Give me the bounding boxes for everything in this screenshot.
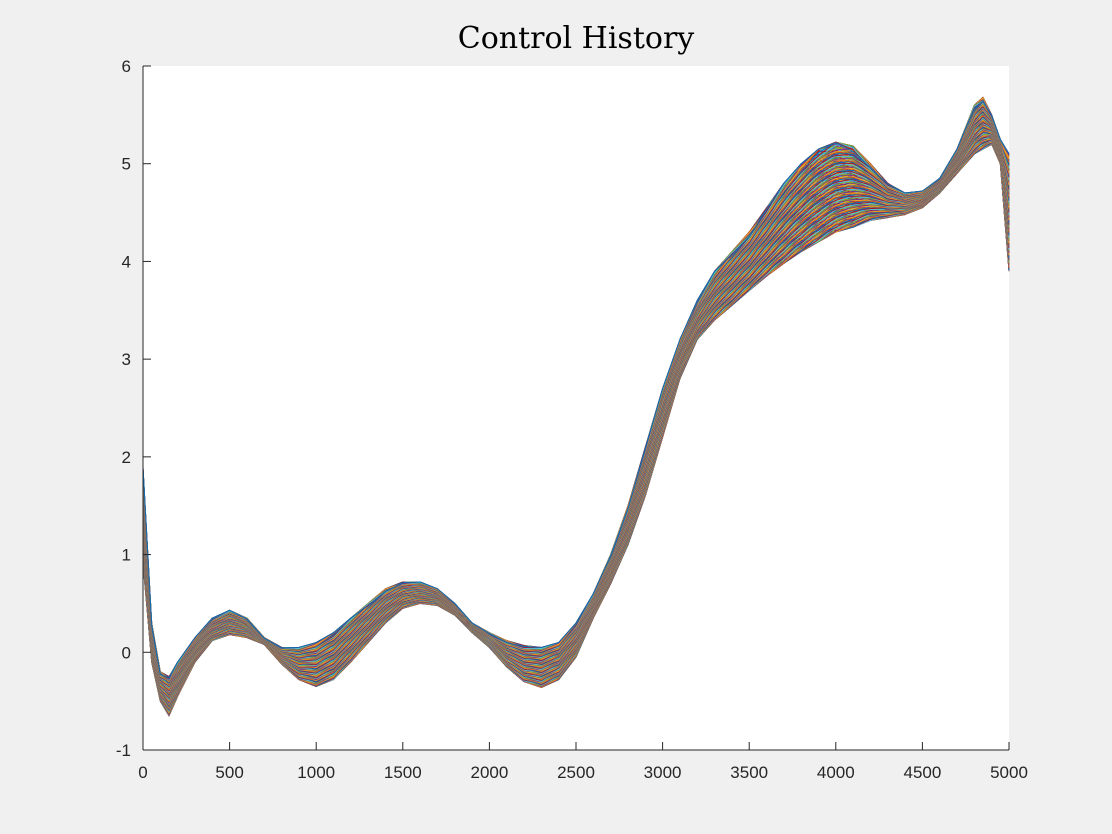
- x-tick-label: 3500: [730, 763, 768, 782]
- x-tick-label: 2000: [470, 763, 508, 782]
- y-tick-label: -1: [116, 741, 131, 760]
- x-tick-label: 1000: [297, 763, 335, 782]
- x-tick-label: 4500: [903, 763, 941, 782]
- x-tick-label: 1500: [384, 763, 422, 782]
- y-tick-label: 3: [122, 350, 131, 369]
- y-tick-label: 6: [122, 57, 131, 76]
- x-tick-label: 5000: [990, 763, 1028, 782]
- chart-title: Control History: [458, 21, 695, 56]
- series-line: [142, 100, 1010, 679]
- series-layer: [142, 96, 1010, 717]
- y-tick-label: 4: [122, 252, 131, 271]
- y-tick-label: 5: [122, 155, 131, 174]
- x-tick-label: 4000: [817, 763, 855, 782]
- y-tick-label: 0: [122, 643, 131, 662]
- x-tick-label: 0: [138, 763, 147, 782]
- axes: 0 500 1000 1500 2000 2500 3000 3500 4000 4500 5000…: [116, 57, 1028, 782]
- y-tick-label: 2: [122, 448, 131, 467]
- x-tick-label: 500: [215, 763, 243, 782]
- x-tick-label: 3000: [644, 763, 682, 782]
- x-tick-label: 2500: [557, 763, 595, 782]
- y-tick-label: 1: [122, 546, 131, 565]
